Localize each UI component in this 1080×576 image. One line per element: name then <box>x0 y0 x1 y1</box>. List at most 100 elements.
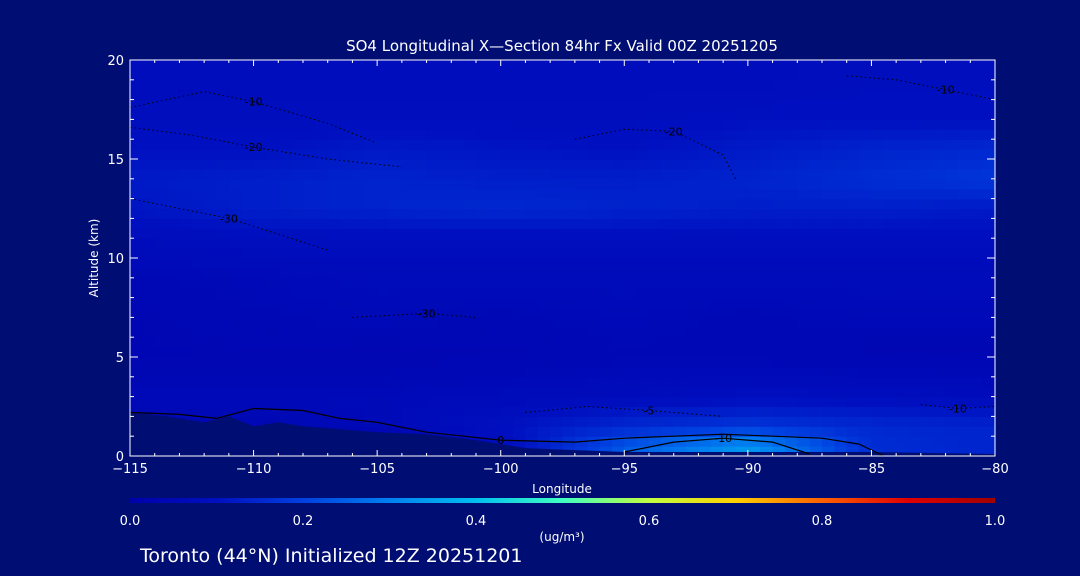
field-cell <box>500 109 514 120</box>
field-cell <box>574 386 588 398</box>
field-cell <box>957 267 971 279</box>
field-cell <box>686 159 700 170</box>
field-cell <box>735 366 749 378</box>
field-cell <box>760 168 774 180</box>
field-cell <box>574 60 588 71</box>
field-cell <box>352 307 366 318</box>
field-cell <box>513 188 527 200</box>
field-cell <box>908 287 922 299</box>
field-cell <box>278 218 292 229</box>
field-cell <box>611 297 625 309</box>
field-cell <box>130 149 143 160</box>
field-cell <box>179 277 193 289</box>
field-cell <box>599 188 613 200</box>
field-cell <box>154 396 168 408</box>
field-cell <box>809 426 823 437</box>
field-cell <box>624 79 638 91</box>
field-cell <box>401 337 415 348</box>
field-cell <box>698 89 712 101</box>
field-cell <box>377 129 391 140</box>
field-cell <box>636 337 650 348</box>
x-tick-label: −80 <box>981 462 1008 477</box>
field-cell <box>414 248 428 259</box>
field-cell <box>377 416 391 427</box>
field-cell <box>587 396 601 408</box>
field-cell <box>970 218 984 229</box>
field-cell <box>167 119 181 130</box>
field-cell <box>228 218 242 229</box>
field-cell <box>809 109 823 120</box>
field-cell <box>723 347 737 358</box>
field-cell <box>216 248 230 259</box>
field-cell <box>290 248 304 259</box>
field-cell <box>747 109 761 120</box>
field-cell <box>167 149 181 160</box>
field-cell <box>476 119 489 130</box>
field-cell <box>883 139 897 150</box>
field-cell <box>179 258 193 269</box>
field-cell <box>303 178 316 190</box>
field-cell <box>611 139 625 150</box>
field-cell <box>130 109 143 120</box>
field-cell <box>822 129 835 140</box>
field-cell <box>550 337 564 348</box>
contour-line <box>624 437 810 455</box>
field-cell <box>204 366 218 378</box>
field-cell <box>710 149 724 160</box>
field-cell <box>945 386 959 398</box>
field-cell <box>859 277 873 289</box>
field-cell <box>352 149 366 160</box>
field-cell <box>265 99 279 111</box>
contour-label: -10 <box>714 432 732 445</box>
field-cell <box>191 317 205 328</box>
field-cell <box>970 267 984 279</box>
field-cell <box>809 60 823 71</box>
field-cell <box>945 79 959 91</box>
field-cell <box>933 258 947 269</box>
field-cell <box>784 99 798 111</box>
field-cell <box>241 119 255 130</box>
field-cell <box>698 109 712 120</box>
field-cell <box>562 228 576 239</box>
field-cell <box>537 337 551 348</box>
field-cell <box>537 149 551 160</box>
field-cell <box>784 198 798 210</box>
field-cell <box>723 297 737 309</box>
field-cell <box>957 159 971 170</box>
field-cell <box>735 149 749 160</box>
field-cell <box>896 406 910 417</box>
field-cell <box>883 406 897 417</box>
field-cell <box>253 287 267 299</box>
x-tick-label: −100 <box>483 462 519 477</box>
field-cell <box>414 149 428 160</box>
field-cell <box>241 99 255 111</box>
field-cell <box>303 277 316 289</box>
field-cell <box>179 337 193 348</box>
field-cell <box>303 416 316 427</box>
field-cell <box>426 99 440 111</box>
field-cell <box>747 426 761 437</box>
field-cell <box>982 198 995 210</box>
field-cell <box>611 327 625 338</box>
field-cell <box>661 218 675 229</box>
field-cell <box>673 297 687 309</box>
field-cell <box>896 416 910 427</box>
field-cell <box>920 139 934 150</box>
field-cell <box>191 337 205 348</box>
field-cell <box>401 317 415 328</box>
field-cell <box>686 347 700 358</box>
field-cell <box>500 426 514 437</box>
field-cell <box>957 109 971 120</box>
field-cell <box>624 89 638 101</box>
field-cell <box>401 178 415 190</box>
field-cell <box>797 426 811 437</box>
field-cell <box>859 129 873 140</box>
field-cell <box>278 258 292 269</box>
field-cell <box>772 347 786 358</box>
field-cell <box>228 307 242 318</box>
field-cell <box>130 139 143 150</box>
field-cell <box>920 238 934 249</box>
field-cell <box>303 159 316 170</box>
field-cell <box>846 159 860 170</box>
